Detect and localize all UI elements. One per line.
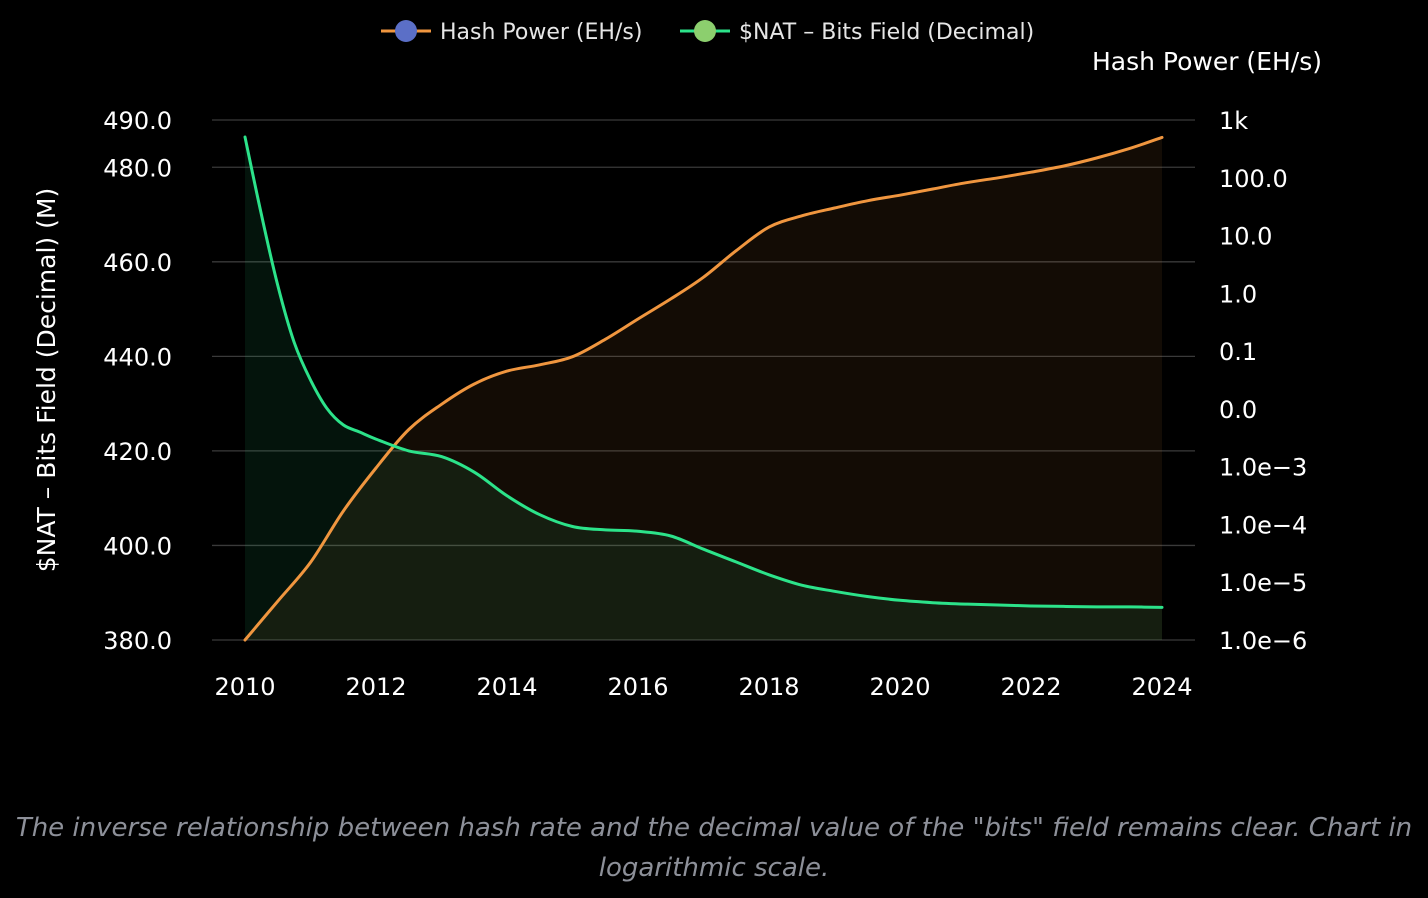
x-tick-label: 2022 [1000, 673, 1061, 701]
series-areas [245, 137, 1162, 640]
x-tick-label: 2024 [1131, 673, 1192, 701]
left-axis-ticks: 380.0 400.0 420.0 440.0 460.0 480.0 490.0 [103, 107, 172, 655]
grid-lines [212, 119, 1195, 641]
chart-caption: The inverse relationship between hash ra… [0, 808, 1428, 888]
legend-marker [694, 20, 716, 42]
right-tick-label: 1.0 [1219, 280, 1257, 308]
series-line[interactable] [243, 135, 1164, 609]
x-tick-label: 2016 [607, 673, 668, 701]
right-tick-label: 1k [1219, 107, 1248, 135]
left-tick-label: 400.0 [103, 532, 172, 560]
series-area [245, 137, 1162, 640]
right-tick-label: 1.0e−6 [1219, 627, 1307, 655]
left-tick-label: 420.0 [103, 438, 172, 466]
left-axis-title: $NAT – Bits Field (Decimal) (M) [32, 188, 61, 572]
right-tick-label: 10.0 [1219, 223, 1272, 251]
right-tick-label: 1.0e−5 [1219, 569, 1307, 597]
right-axis-ticks: 1.0e−6 1.0e−5 1.0e−4 1.0e−3 0.0 0.1 1.0 10.0 100… [1219, 107, 1307, 655]
x-tick-label: 2010 [214, 673, 275, 701]
right-tick-label: 1.0e−4 [1219, 511, 1307, 539]
x-tick-label: 2018 [738, 673, 799, 701]
right-tick-label: 100.0 [1219, 165, 1288, 193]
line-chart: Hash Power (EH/s) $NAT – Bits Field (Deci… [32, 20, 1322, 701]
series-line[interactable] [243, 135, 1164, 642]
caption-text: The inverse relationship between hash ra… [15, 813, 1413, 883]
x-tick-label: 2014 [476, 673, 537, 701]
x-axis-ticks: 2010 2012 2014 2016 2018 2020 2022 2024 [214, 673, 1192, 701]
left-tick-label: 380.0 [103, 627, 172, 655]
right-axis-title: Hash Power (EH/s) [1092, 47, 1322, 76]
x-tick-label: 2020 [869, 673, 930, 701]
right-tick-label: 0.0 [1219, 396, 1257, 424]
left-tick-label: 440.0 [103, 343, 172, 371]
legend[interactable]: Hash Power (EH/s) $NAT – Bits Field (Deci… [381, 20, 1034, 45]
left-tick-label: 490.0 [103, 107, 172, 135]
series-area [245, 137, 1162, 640]
legend-label: $NAT – Bits Field (Decimal) [739, 20, 1034, 45]
series-lines [243, 135, 1164, 642]
right-tick-label: 1.0e−3 [1219, 454, 1307, 482]
legend-item[interactable]: Hash Power (EH/s) [381, 20, 642, 45]
x-tick-label: 2012 [345, 673, 406, 701]
right-tick-label: 0.1 [1219, 338, 1257, 366]
legend-label: Hash Power (EH/s) [440, 20, 642, 45]
left-tick-label: 480.0 [103, 154, 172, 182]
legend-item[interactable]: $NAT – Bits Field (Decimal) [680, 20, 1034, 45]
left-tick-label: 460.0 [103, 249, 172, 277]
legend-marker [395, 20, 417, 42]
